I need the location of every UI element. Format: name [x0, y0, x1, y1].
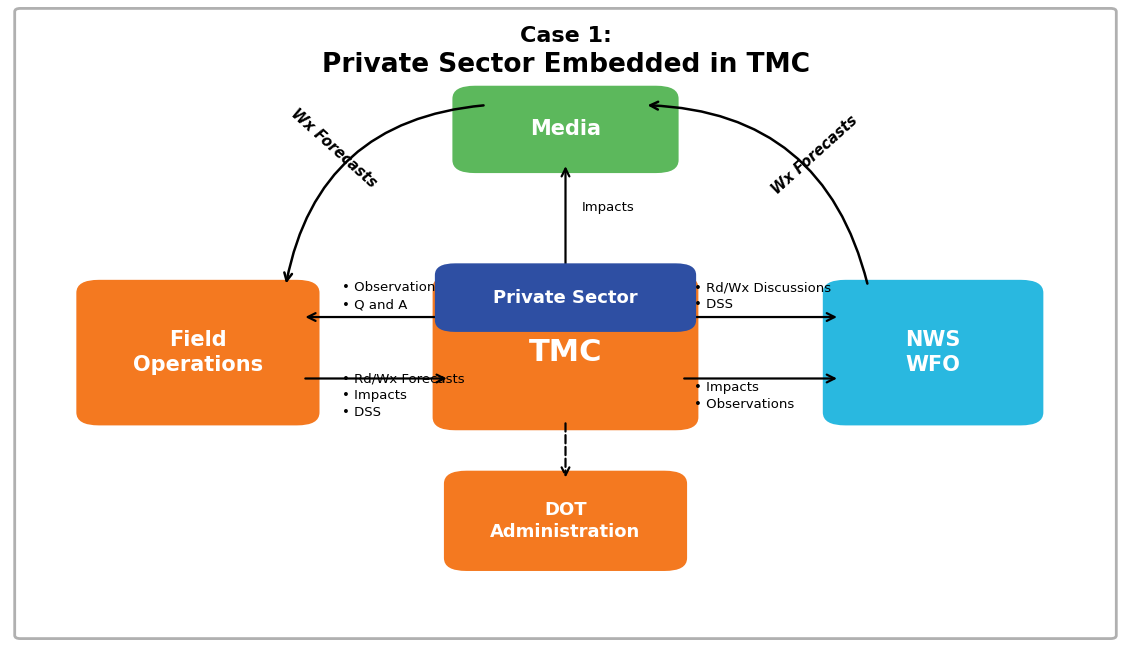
FancyBboxPatch shape	[432, 275, 698, 430]
Text: Wx Forecasts: Wx Forecasts	[769, 113, 860, 197]
Text: TMC: TMC	[529, 338, 602, 367]
Text: • Rd/Wx Forecasts
• Impacts
• DSS: • Rd/Wx Forecasts • Impacts • DSS	[342, 373, 464, 419]
Text: Case 1:: Case 1:	[519, 26, 612, 45]
FancyBboxPatch shape	[76, 280, 319, 426]
FancyBboxPatch shape	[822, 280, 1043, 426]
FancyBboxPatch shape	[452, 85, 679, 173]
Text: Private Sector Embedded in TMC: Private Sector Embedded in TMC	[321, 52, 810, 78]
Text: Private Sector: Private Sector	[493, 289, 638, 307]
Text: • Observations
• Q and A: • Observations • Q and A	[342, 281, 442, 311]
Text: • Rd/Wx Discussions
• DSS: • Rd/Wx Discussions • DSS	[694, 281, 831, 311]
Text: NWS
WFO: NWS WFO	[906, 330, 960, 375]
Text: • Impacts
• Observations: • Impacts • Observations	[694, 381, 795, 411]
Text: Wx Forecasts: Wx Forecasts	[288, 107, 379, 191]
Text: DOT
Administration: DOT Administration	[491, 501, 640, 541]
FancyBboxPatch shape	[434, 263, 696, 332]
Text: Media: Media	[530, 120, 601, 139]
FancyBboxPatch shape	[15, 8, 1116, 639]
FancyBboxPatch shape	[443, 471, 687, 571]
Text: Impacts: Impacts	[581, 201, 634, 214]
Text: Field
Operations: Field Operations	[132, 330, 264, 375]
